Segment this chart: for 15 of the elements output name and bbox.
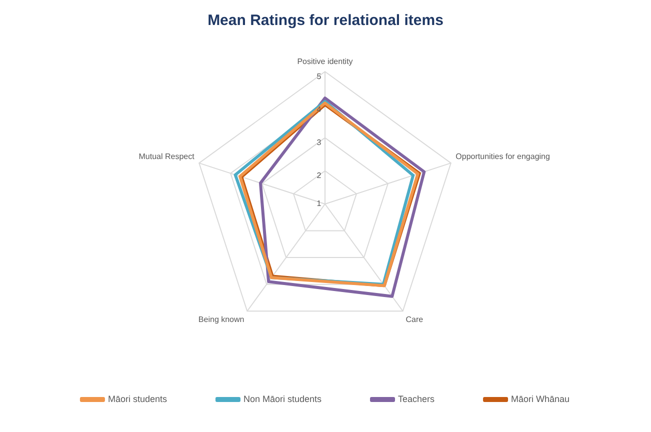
y-tick-label: 3	[316, 138, 322, 148]
legend-label: Non Māori students	[243, 394, 322, 404]
spoke-label: Mutual Respect	[138, 152, 196, 161]
legend-label: Māori students	[108, 394, 168, 404]
y-tick-label: 1	[316, 199, 322, 208]
y-tick-label: 5	[316, 72, 322, 81]
legend-label: Teachers	[398, 394, 436, 404]
spoke-label: Positive identity	[297, 57, 353, 66]
y-tick-label: 2	[316, 171, 322, 180]
spoke-label: Being known	[198, 315, 244, 324]
chart-title: Mean Ratings for relational items	[208, 12, 444, 30]
spoke-label: Opportunities for engaging	[456, 152, 550, 161]
spoke-label: Care	[406, 315, 424, 324]
y-tick-label: 4	[316, 104, 322, 114]
legend-label: Māori Whānau	[511, 394, 570, 404]
